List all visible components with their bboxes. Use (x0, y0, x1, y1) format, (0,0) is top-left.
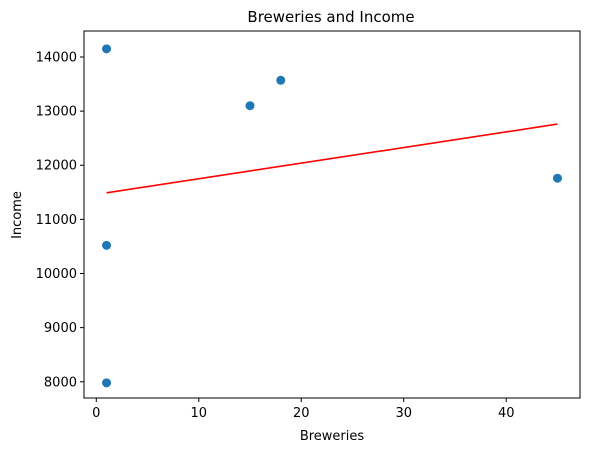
y-axis-ticks: 8000 9000 10000 11000 12000 13000 14000 (36, 50, 84, 390)
y-axis-label: Income (10, 191, 25, 239)
chart-title: Breweries and Income (247, 8, 414, 26)
y-tick-label: 13000 (36, 105, 77, 120)
data-point (245, 101, 255, 111)
x-tick-label: 30 (395, 406, 412, 421)
regression-line (106, 123, 558, 194)
y-tick-label: 12000 (36, 159, 77, 174)
plot-marks (102, 44, 562, 388)
y-tick-label: 10000 (36, 267, 77, 282)
x-tick-label: 10 (191, 406, 208, 421)
data-point (102, 378, 112, 388)
y-tick-label: 14000 (36, 50, 77, 65)
x-tick-label: 40 (498, 406, 515, 421)
x-axis-ticks: 0 10 20 30 40 (92, 398, 514, 421)
y-tick-label: 11000 (36, 213, 77, 228)
plot-frame (83, 30, 581, 399)
data-point (102, 240, 112, 250)
data-point (552, 173, 562, 183)
y-tick-label: 9000 (44, 321, 77, 336)
x-axis-label: Breweries (300, 429, 365, 444)
data-point (276, 75, 286, 85)
x-tick-label: 0 (92, 406, 100, 421)
data-point (102, 44, 112, 54)
x-tick-label: 20 (293, 406, 310, 421)
y-tick-label: 8000 (44, 375, 77, 390)
